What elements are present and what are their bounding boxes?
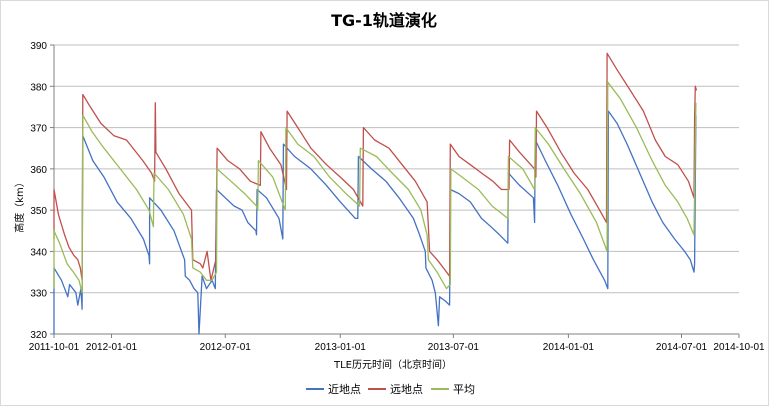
y-tick-label: 360 (30, 165, 47, 176)
series-line-3 (53, 81, 697, 294)
x-axis-title: TLE历元时间（北京时间） (333, 358, 452, 371)
x-tick-label: 2012-07-01 (200, 342, 252, 353)
x-tick-label: 2014-10-01 (713, 342, 765, 353)
series-line-2 (53, 52, 698, 281)
chart-title: TG-1轨道演化 (331, 11, 437, 30)
x-tick-label: 2014-07-01 (656, 342, 708, 353)
x-tick-label: 2012-01-01 (86, 342, 138, 353)
legend: 近地点 远地点 平均 (306, 383, 475, 396)
legend-label-2: 远地点 (390, 383, 423, 396)
series-lines (53, 52, 698, 335)
y-tick-label: 340 (30, 247, 47, 258)
y-tick-label: 370 (30, 124, 47, 135)
legend-label-3: 平均 (453, 383, 475, 396)
gridlines (54, 44, 739, 294)
axes: 320 330 340 350 360 370 380 390 2011-10-01 2012-0… (29, 41, 765, 353)
x-tick-label: 2013-01-01 (315, 342, 367, 353)
x-tick-label: 2014-01-01 (543, 342, 595, 353)
y-tick-label: 380 (30, 82, 47, 93)
y-tick-label: 320 (30, 330, 47, 341)
y-tick-label: 330 (30, 289, 47, 300)
y-tick-label: 390 (30, 41, 47, 52)
legend-label-1: 近地点 (328, 383, 361, 396)
x-tick-label: 2013-07-01 (428, 342, 480, 353)
x-tick-label: 2011-10-01 (29, 342, 80, 353)
y-tick-label: 350 (30, 206, 47, 217)
y-axis-title: 高度（km） (13, 177, 26, 233)
series-line-1 (53, 110, 697, 335)
